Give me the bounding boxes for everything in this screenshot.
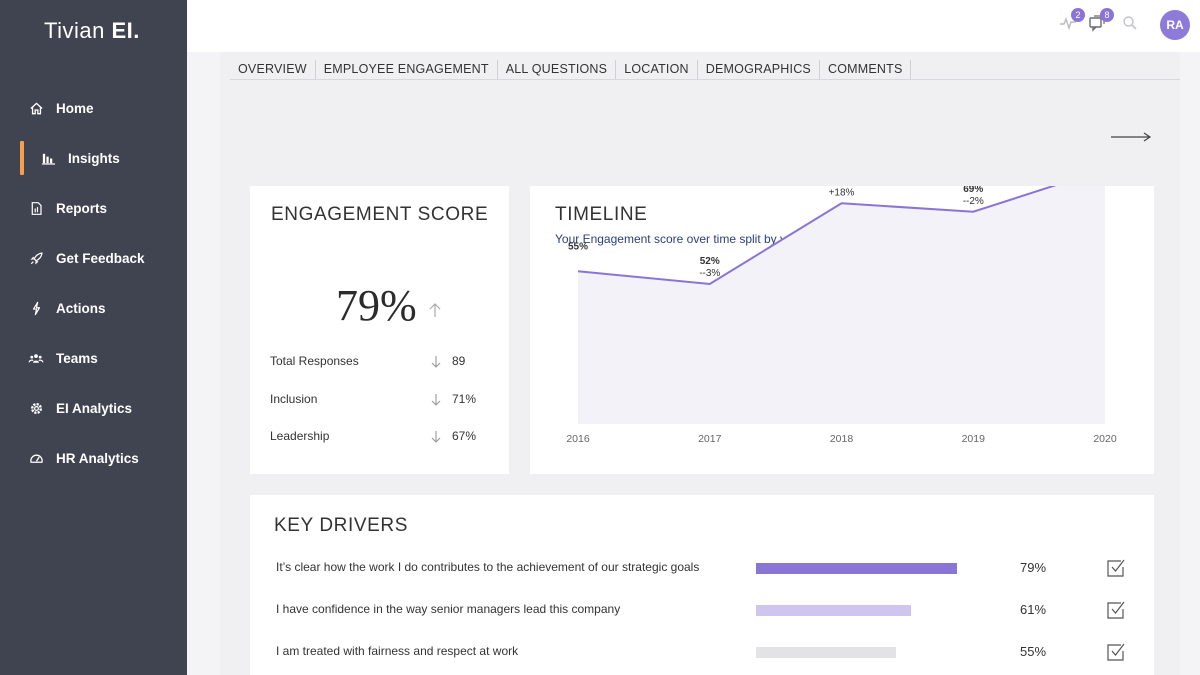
- tab-bar: OVERVIEW EMPLOYEE ENGAGEMENT ALL QUESTIO…: [230, 60, 912, 80]
- tab-overview[interactable]: OVERVIEW: [230, 60, 316, 80]
- sidebar-item-label: HR Analytics: [56, 450, 139, 466]
- metric-inclusion: Inclusion 71%: [270, 392, 480, 410]
- timeline-subtitle: Your Engagement score over time split by…: [555, 232, 810, 246]
- metric-value: 89: [452, 354, 466, 368]
- timeline-title: TIMELINE: [555, 204, 648, 225]
- timeline-card: TIMELINE Your Engagement score over time…: [530, 186, 1154, 474]
- sidebar-item-actions[interactable]: Actions: [0, 283, 187, 333]
- messages-badge: 8: [1100, 8, 1114, 22]
- tab-employee-engagement[interactable]: EMPLOYEE ENGAGEMENT: [316, 60, 498, 80]
- sidebar-item-ei-analytics[interactable]: EI Analytics: [0, 383, 187, 433]
- x-tick-label: 2017: [698, 433, 722, 445]
- arrow-down-icon: [430, 430, 442, 447]
- sidebar-item-insights[interactable]: Insights: [0, 133, 187, 183]
- checkbox-icon[interactable]: [1106, 558, 1126, 581]
- key-driver-text: It’s clear how the work I do contributes…: [276, 560, 700, 574]
- tab-all-questions[interactable]: ALL QUESTIONS: [498, 60, 617, 80]
- sidebar-item-hr-analytics[interactable]: HR Analytics: [0, 433, 187, 483]
- app-logo[interactable]: Tivian EI.: [44, 18, 140, 44]
- sidebar: Tivian EI. Home Insights Reports Get Fee…: [0, 0, 187, 675]
- x-tick-label: 2018: [830, 433, 854, 445]
- x-tick-label: 2016: [566, 433, 590, 445]
- report-icon: [28, 200, 44, 216]
- key-drivers-card: KEY DRIVERS It’s clear how the work I do…: [250, 495, 1154, 675]
- key-driver-row: I am treated with fairness and respect a…: [276, 642, 1156, 662]
- tab-demographics[interactable]: DEMOGRAPHICS: [698, 60, 820, 80]
- sidebar-item-label: Insights: [68, 150, 120, 166]
- main-content: OVERVIEW EMPLOYEE ENGAGEMENT ALL QUESTIO…: [220, 52, 1180, 675]
- next-arrow-icon[interactable]: [1110, 130, 1152, 148]
- metric-total-responses: Total Responses 89: [270, 354, 480, 372]
- timeline-area: [578, 186, 1105, 424]
- search-icon: [1122, 15, 1138, 36]
- change-label: --2%: [963, 196, 984, 207]
- pulse-notification-button[interactable]: 2: [1057, 8, 1085, 37]
- metric-leadership: Leadership 67%: [270, 429, 480, 447]
- arrow-down-icon: [430, 393, 442, 410]
- sidebar-item-home[interactable]: Home: [0, 83, 187, 133]
- key-driver-text: I am treated with fairness and respect a…: [276, 644, 519, 658]
- change-label: +18%: [829, 187, 855, 198]
- sidebar-nav: Home Insights Reports Get Feedback Actio…: [0, 83, 187, 483]
- bar-chart-icon: [40, 150, 56, 166]
- sidebar-item-label: Get Feedback: [56, 250, 145, 266]
- data-label: 52%: [700, 256, 720, 267]
- sidebar-item-reports[interactable]: Reports: [0, 183, 187, 233]
- data-label: 69%: [963, 186, 983, 195]
- key-driver-row: I have confidence in the way senior mana…: [276, 600, 1156, 620]
- search-button[interactable]: [1119, 14, 1141, 36]
- timeline-chart: 55%201652%--3%201771%+18%201869%--2%2019…: [566, 186, 1117, 445]
- gear-icon: [28, 400, 44, 416]
- tab-location[interactable]: LOCATION: [616, 60, 698, 80]
- key-driver-bar: [756, 605, 912, 616]
- logo-text: Tivian: [44, 18, 112, 43]
- logo-text-bold: EI.: [111, 18, 140, 43]
- checkbox-icon[interactable]: [1106, 642, 1126, 665]
- metric-label: Leadership: [270, 429, 330, 443]
- timeline-line: [577, 186, 1057, 286]
- key-driver-bar: [756, 563, 957, 574]
- arrow-down-icon: [430, 355, 442, 372]
- metric-label: Inclusion: [270, 392, 318, 406]
- tabs-divider: [230, 79, 1180, 80]
- metric-label: Total Responses: [270, 354, 359, 368]
- gauge-icon: [28, 450, 44, 466]
- top-bar: 2 8 RA: [187, 0, 1200, 52]
- engagement-score-title: ENGAGEMENT SCORE: [271, 204, 489, 225]
- key-driver-row: It’s clear how the work I do contributes…: [276, 558, 1156, 578]
- change-label: --3%: [699, 268, 720, 279]
- checkbox-icon[interactable]: [1106, 600, 1126, 623]
- x-tick-label: 2019: [962, 433, 986, 445]
- metric-value: 71%: [452, 392, 477, 406]
- key-driver-value: 61%: [1020, 602, 1047, 617]
- lightning-icon: [28, 300, 44, 316]
- key-driver-text: I have confidence in the way senior mana…: [276, 602, 621, 616]
- home-icon: [28, 100, 44, 116]
- sidebar-item-label: EI Analytics: [56, 400, 133, 416]
- sidebar-item-get-feedback[interactable]: Get Feedback: [0, 233, 187, 283]
- data-label: 55%: [568, 241, 588, 252]
- sidebar-item-label: Teams: [56, 350, 98, 366]
- key-driver-bar: [756, 647, 896, 658]
- key-driver-value: 55%: [1020, 644, 1047, 659]
- sidebar-item-label: Home: [56, 100, 94, 116]
- messages-button[interactable]: 8: [1086, 8, 1114, 36]
- key-driver-value: 79%: [1020, 560, 1047, 575]
- sidebar-item-label: Actions: [56, 300, 106, 316]
- tab-comments[interactable]: COMMENTS: [820, 60, 912, 80]
- user-avatar[interactable]: RA: [1160, 10, 1190, 40]
- pulse-badge: 2: [1071, 8, 1085, 22]
- sidebar-item-label: Reports: [56, 200, 108, 216]
- sidebar-item-teams[interactable]: Teams: [0, 333, 187, 383]
- team-icon: [28, 350, 44, 366]
- key-drivers-title: KEY DRIVERS: [274, 515, 409, 536]
- engagement-score-value: 79%: [336, 281, 417, 330]
- engagement-score-card: ENGAGEMENT SCORE 79% Total Responses 89 …: [250, 186, 509, 474]
- metric-value: 67%: [452, 429, 477, 443]
- pulse-icon: [1059, 14, 1077, 37]
- rocket-icon: [28, 250, 44, 266]
- arrow-up-icon: [428, 302, 442, 323]
- x-tick-label: 2020: [1093, 433, 1117, 445]
